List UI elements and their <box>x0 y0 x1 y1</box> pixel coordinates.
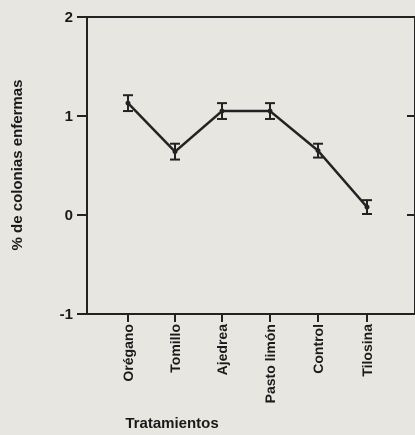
x-tick-label: Pasto limón <box>262 324 278 403</box>
y-axis-title: % de colonias enfermas <box>9 80 26 251</box>
series-line <box>127 102 368 208</box>
y-tick-label: -1 <box>60 306 73 323</box>
series-group <box>123 94 372 216</box>
x-tick-label: Tomillo <box>167 324 183 373</box>
x-tick-label: Ajedrea <box>214 324 230 376</box>
x-tick-label: Tilosina <box>359 324 375 377</box>
data-point <box>125 100 131 106</box>
y-tick-label: 2 <box>65 9 73 26</box>
x-tick-label: Control <box>310 324 326 374</box>
x-axis-title: Tratamientos <box>125 415 218 432</box>
data-point <box>267 108 273 114</box>
x-tick-label: Orégano <box>120 324 136 382</box>
plot-frame <box>86 16 415 315</box>
y-tick-label: 1 <box>65 108 73 125</box>
y-tick-label: 0 <box>65 207 73 224</box>
data-point <box>364 204 370 210</box>
x-axis-ticks: Orégano Tomillo Ajedrea Pasto limón Control T… <box>120 314 375 403</box>
data-point <box>315 148 321 154</box>
y-axis-ticks: -1 0 1 2 <box>60 9 415 323</box>
data-point <box>172 149 178 155</box>
data-point <box>219 108 225 114</box>
